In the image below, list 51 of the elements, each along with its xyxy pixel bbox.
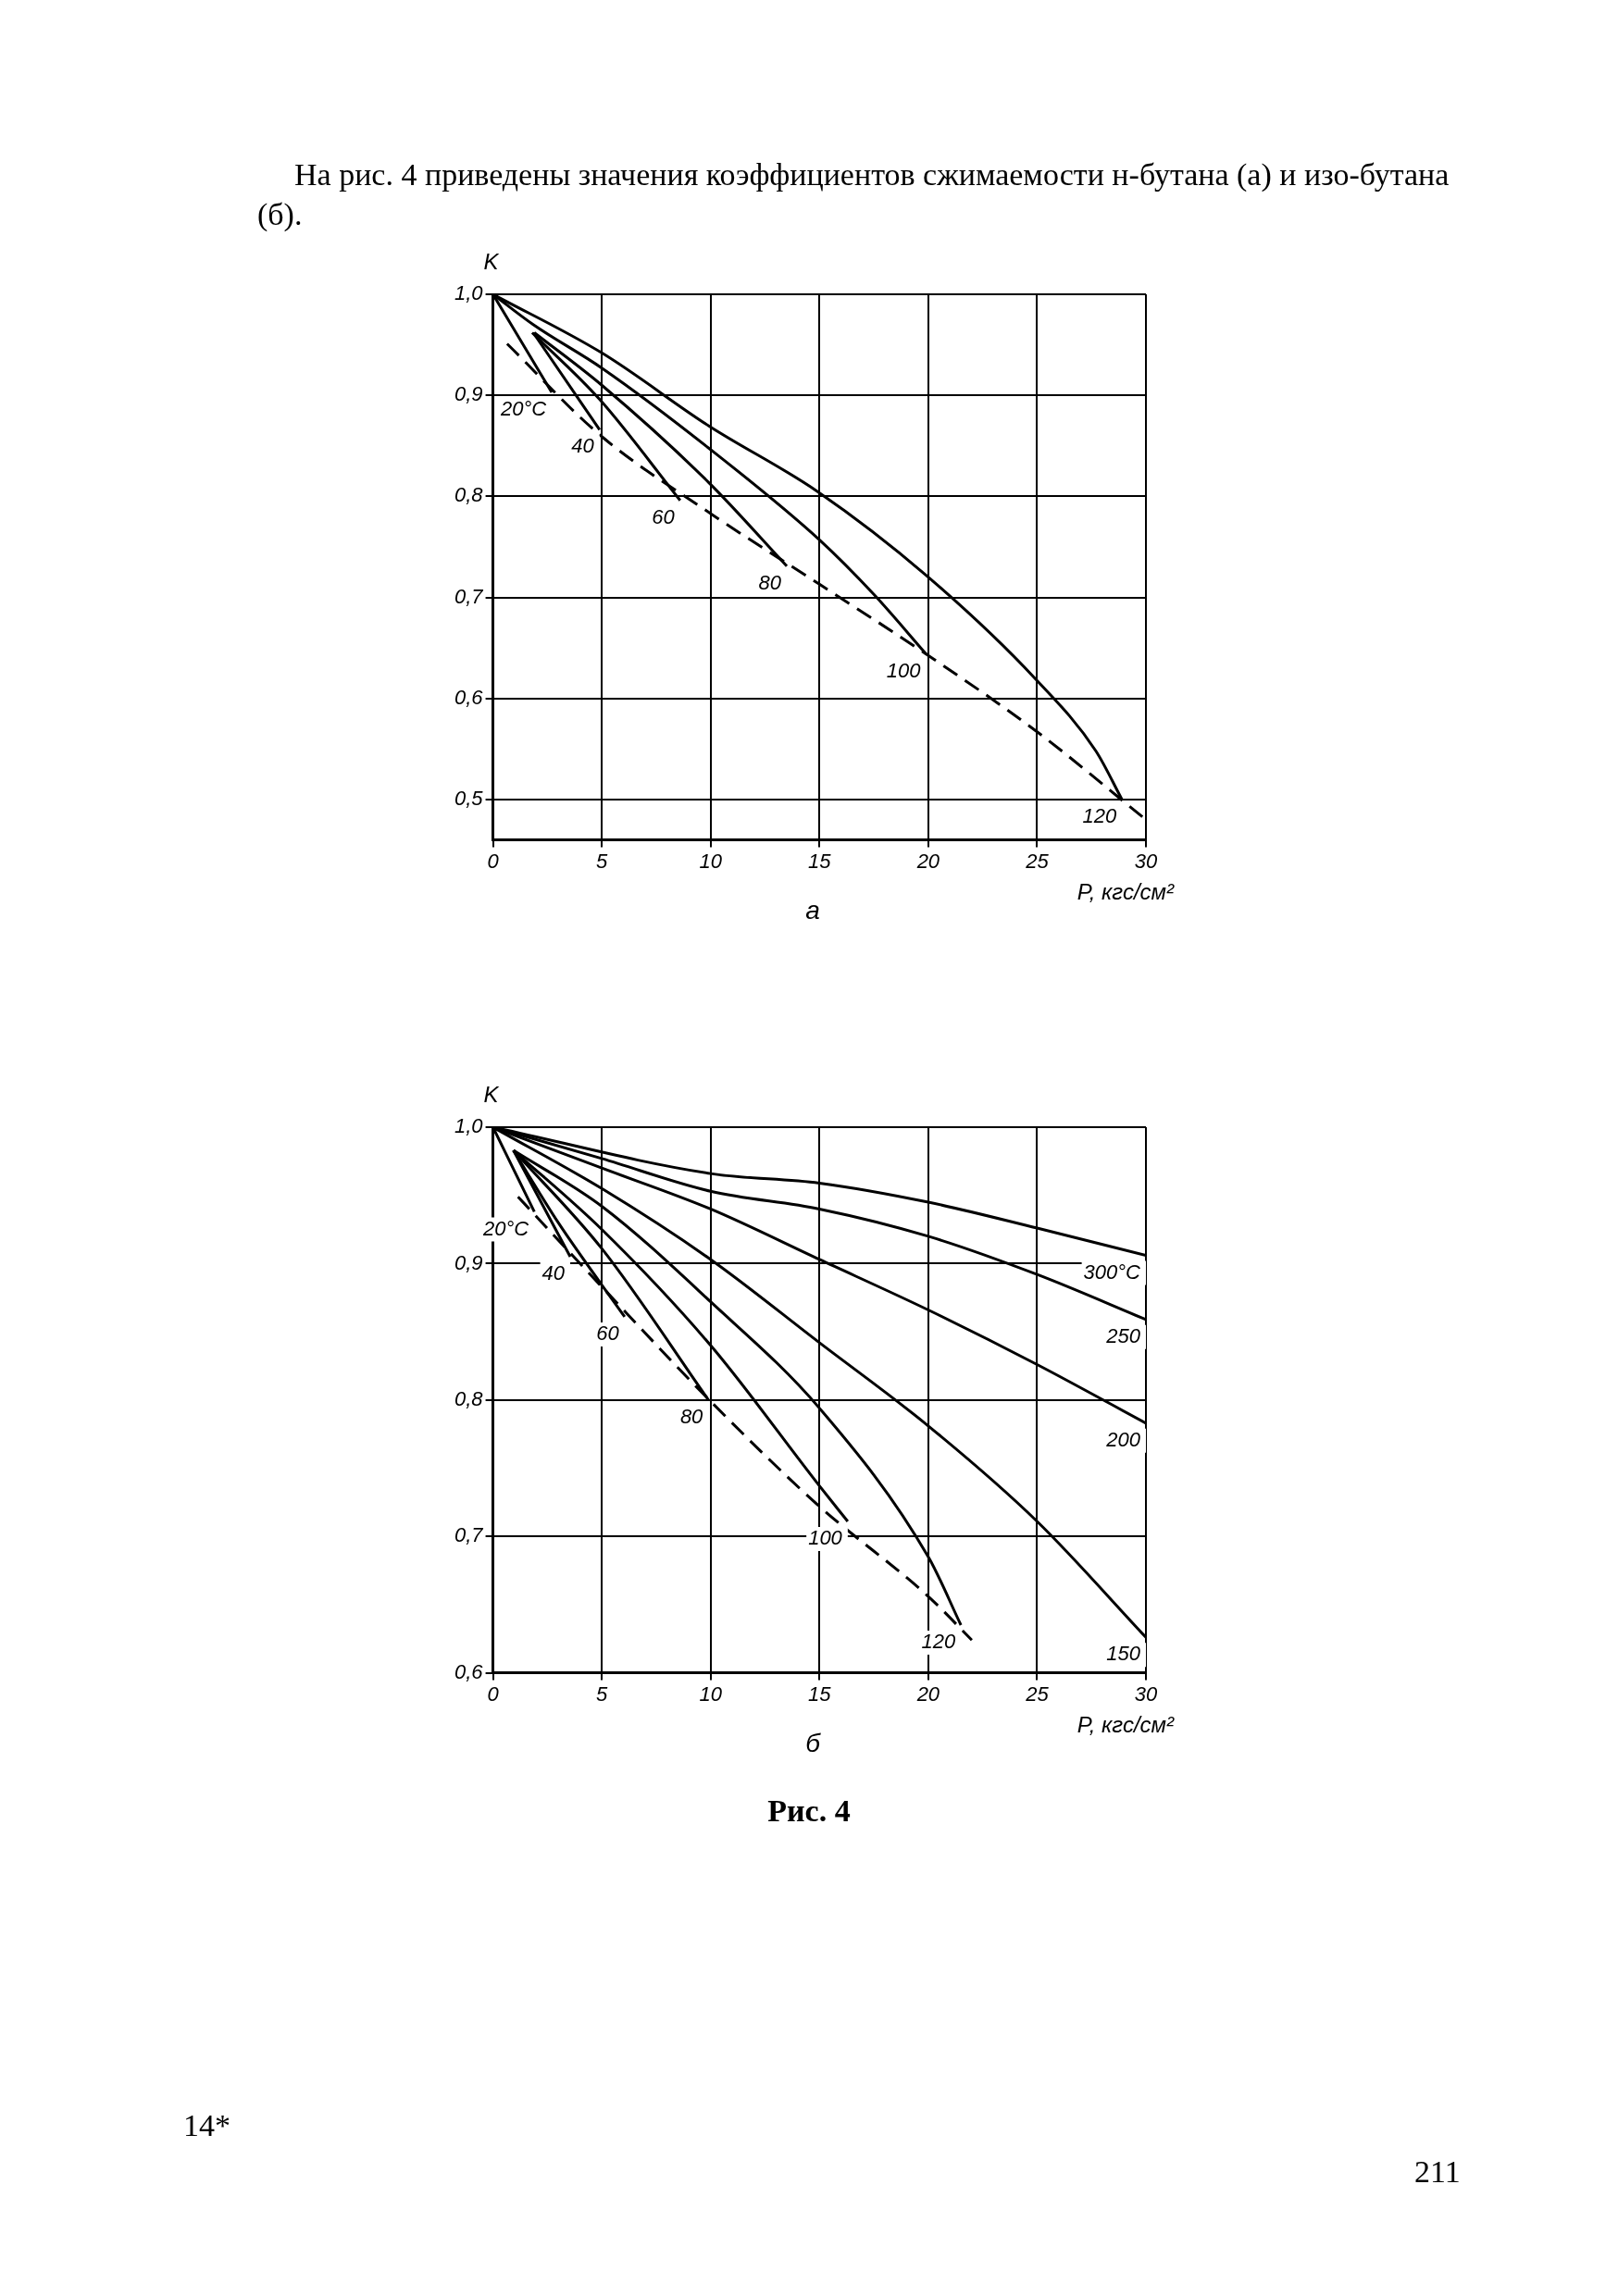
series-label: 40 — [541, 1261, 566, 1285]
text: а — [805, 896, 820, 925]
y-tick-label: 0,6 — [454, 685, 484, 709]
y-tick-label: 0,9 — [454, 382, 483, 406]
y-tick-label: 0,8 — [454, 1386, 484, 1410]
text: б — [805, 1729, 820, 1758]
x-tick-label: 15 — [808, 849, 832, 873]
series-label: 80 — [758, 570, 782, 594]
x-tick-label: 10 — [699, 849, 723, 873]
series-label: 200 — [1105, 1427, 1141, 1451]
x-tick-label: 25 — [1025, 849, 1050, 873]
text: 14* — [183, 2108, 230, 2143]
series-label: 250 — [1105, 1323, 1141, 1347]
y-tick-label: 1,0 — [454, 1114, 484, 1138]
series-label: 300°C — [1083, 1260, 1141, 1284]
y-tick-label: 0,7 — [454, 584, 484, 608]
x-tick-label: 10 — [699, 1682, 723, 1706]
x-tick-label: 0 — [487, 1682, 500, 1706]
series-label: 120 — [921, 1630, 956, 1654]
x-tick-label: 20 — [915, 1682, 940, 1706]
series-label: 20°C — [499, 397, 547, 421]
y-tick-label: 1,0 — [454, 281, 484, 305]
x-tick-label: 25 — [1025, 1682, 1050, 1706]
y-tick-label: 0,7 — [454, 1523, 484, 1547]
x-tick-label: 30 — [1134, 1682, 1158, 1706]
y-tick-label: 0,9 — [454, 1250, 483, 1274]
x-axis-title: P, кгс/см² — [1077, 1712, 1175, 1738]
text: Рис. 4 — [766, 1793, 852, 1829]
x-tick-label: 5 — [596, 1682, 609, 1706]
x-tick-label: 15 — [808, 1682, 832, 1706]
text: На рис. 4 приведены значения коэффициентов сжимаемости н-бутана (а) и изо-бутана (б). — [257, 156, 1450, 233]
y-tick-label: 0,6 — [454, 1659, 484, 1683]
series-label: 100 — [886, 658, 922, 682]
series-label: 60 — [652, 504, 676, 528]
y-tick-label: 0,5 — [454, 787, 484, 811]
x-tick-label: 5 — [596, 849, 609, 873]
y-axis-title: K — [483, 1081, 500, 1107]
series-label: 100 — [808, 1526, 843, 1550]
series-label: 60 — [596, 1322, 620, 1346]
x-tick-label: 0 — [487, 849, 500, 873]
x-tick-label: 20 — [915, 849, 940, 873]
y-tick-label: 0,8 — [454, 483, 484, 507]
series-label: 40 — [571, 434, 595, 458]
series-label: 20°C — [482, 1216, 529, 1240]
series-label: 80 — [679, 1404, 704, 1428]
x-axis-title: P, кгс/см² — [1077, 879, 1175, 905]
text: 211 — [1414, 2154, 1461, 2190]
series-label: 150 — [1106, 1642, 1141, 1666]
series-label: 120 — [1082, 804, 1117, 828]
y-axis-title: K — [483, 248, 500, 274]
x-tick-label: 30 — [1134, 849, 1158, 873]
